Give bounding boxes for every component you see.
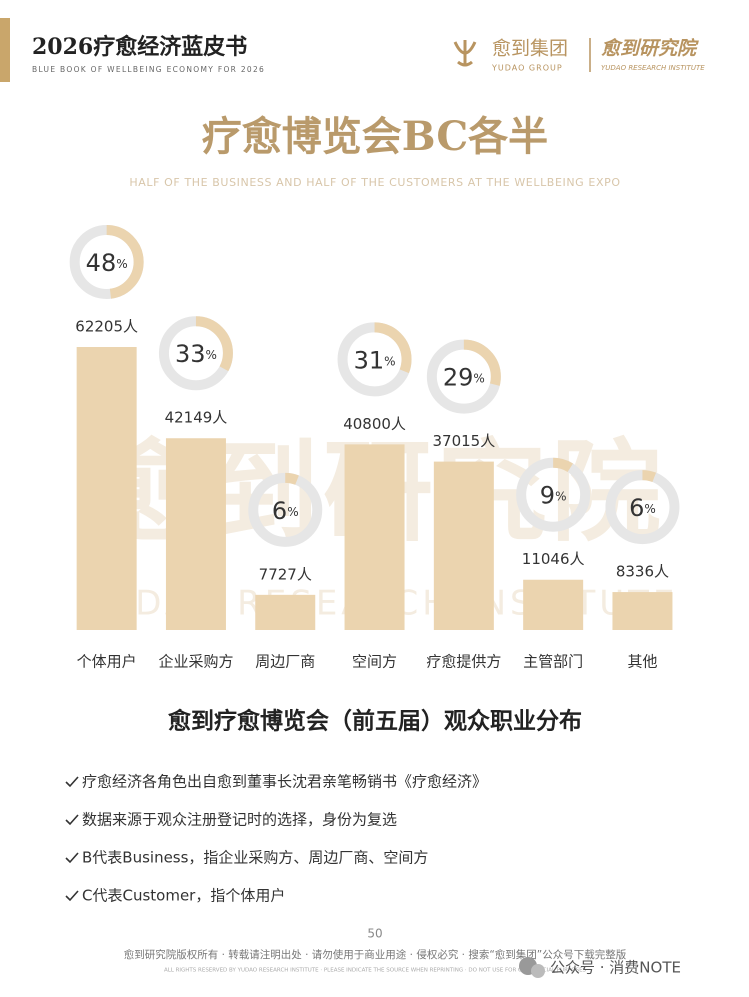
institute-name-en: YUDAO RESEARCH INSTITUTE (601, 64, 705, 72)
value-label: 62205人 (75, 318, 138, 336)
category-label: 周边厂商 (255, 653, 315, 671)
social-watermark: 公众号 · 消费NOTE (550, 959, 681, 977)
share-label: 6% (629, 494, 656, 522)
check-mark (65, 852, 79, 864)
note: C代表Customer，指个体用户 (82, 887, 285, 905)
share-label: 6% (272, 497, 299, 525)
chart-title: 疗愈博览会BC各半 (202, 113, 548, 160)
page-number: 50 (367, 927, 382, 941)
value-label: 7727人 (259, 565, 312, 583)
header-subtitle: BLUE BOOK OF WELLBEING ECONOMY FOR 2026 (32, 65, 265, 74)
note: 数据来源于观众注册登记时的选择，身份为复选 (82, 811, 397, 829)
category-label: 企业采购方 (158, 653, 233, 671)
header-accent (0, 18, 10, 82)
notes: 疗愈经济各角色出自愈到董事长沈君亲笔畅销书《疗愈经济》数据来源于观众注册登记时的… (65, 773, 487, 905)
category-label: 其他 (627, 653, 657, 671)
share-label: 33% (175, 340, 217, 368)
value-label: 8336人 (616, 563, 669, 581)
chart-subtitle: HALF OF THE BUSINESS AND HALF OF THE CUS… (129, 176, 620, 189)
category-label: 主管部门 (523, 653, 583, 671)
check-mark (65, 890, 79, 902)
bar (255, 594, 316, 630)
check-mark (65, 776, 79, 788)
bar (76, 347, 137, 630)
share-label: 48% (86, 249, 128, 277)
category-label: 疗愈提供方 (426, 653, 501, 671)
donut-arc (158, 316, 233, 391)
bar (433, 461, 494, 630)
donut-arc (605, 470, 680, 545)
share-label: 9% (540, 482, 567, 510)
category-label: 空间方 (352, 653, 397, 671)
donut-arc (337, 322, 412, 397)
brand-name-en: YUDAO GROUP (491, 64, 563, 73)
value-label: 37015人 (432, 432, 495, 450)
bar (165, 438, 226, 630)
value-label: 11046人 (522, 550, 585, 568)
chart-caption: 愈到疗愈博览会（前五届）观众职业分布 (167, 708, 582, 735)
bar (344, 444, 405, 630)
check-mark (65, 814, 79, 826)
category-label: 个体用户 (77, 653, 137, 671)
note: 疗愈经济各角色出自愈到董事长沈君亲笔畅销书《疗愈经济》 (82, 773, 487, 791)
copyright: 愈到研究院版权所有 · 转载请注明出处 · 请勿使用于商业用途 · 侵权必究 ·… (124, 948, 627, 961)
note: B代表Business，指企业采购方、周边厂商、空间方 (82, 849, 428, 867)
donut-arc (248, 472, 323, 547)
donut-arc (69, 225, 144, 299)
donut-arc (516, 457, 591, 532)
bar (523, 579, 584, 630)
donut-arc (426, 339, 501, 414)
share-label: 29% (443, 364, 485, 392)
header-title: 2026疗愈经济蓝皮书 (32, 34, 247, 60)
bar (612, 592, 673, 630)
brand-name: 愈到集团 (492, 38, 568, 60)
institute-name: 愈到研究院 (601, 38, 699, 60)
value-label: 42149人 (165, 409, 228, 427)
social-icon (519, 957, 545, 978)
share-label: 31% (354, 346, 396, 374)
copyright-en: ALL RIGHTS RESERVED BY YUDAO RESEARCH IN… (164, 968, 587, 974)
value-label: 40800人 (343, 415, 406, 433)
brand-logo (453, 40, 477, 67)
